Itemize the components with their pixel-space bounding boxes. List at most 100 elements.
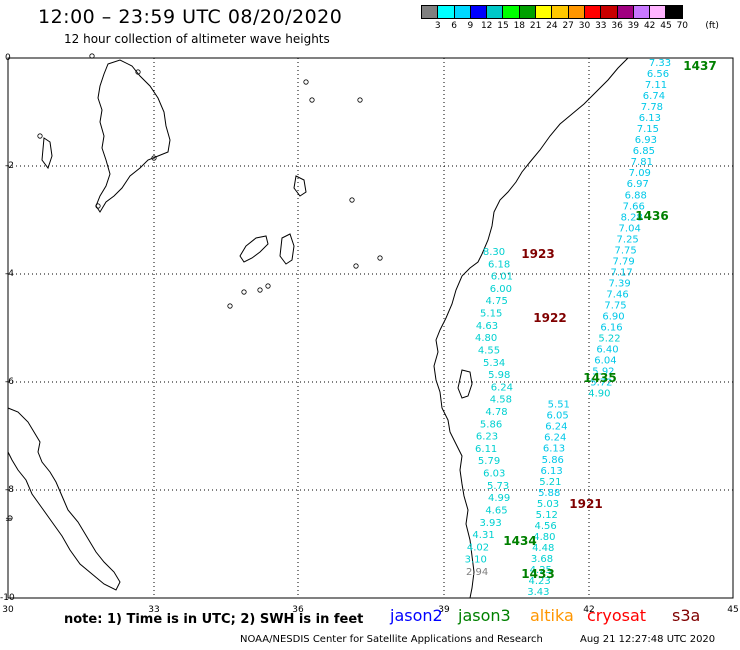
island [303, 79, 309, 85]
island [357, 97, 363, 103]
wave-height-value: 6.04 [594, 356, 616, 367]
map-frame [7, 57, 734, 599]
wave-height-value: 4.75 [486, 296, 508, 307]
wave-height-value: 3.10 [465, 555, 487, 566]
wave-height-value: 6.40 [596, 345, 618, 356]
island [241, 289, 247, 295]
wave-height-value: 3.93 [479, 518, 501, 529]
map-title: 12:00 – 23:59 UTC 08/20/2020 [38, 6, 343, 28]
wave-height-value: 7.15 [637, 124, 659, 135]
x-tick-label: 42 [583, 605, 594, 615]
wave-height-value: 5.98 [488, 370, 510, 381]
legend-label: 30 [578, 21, 591, 31]
wave-height-value: 7.25 [617, 234, 639, 245]
legend-label: 45 [660, 21, 672, 31]
wave-height-value: 5.03 [537, 499, 559, 510]
island [89, 53, 95, 59]
wave-height-value: 7.17 [610, 267, 632, 278]
wave-height-value: 6.05 [546, 411, 568, 422]
legend-label: 12 [480, 21, 493, 31]
legend-unit: (ft) [705, 21, 719, 31]
legend-label: 6 [451, 21, 457, 31]
island [37, 133, 43, 139]
y-tick-label: -8 [5, 485, 14, 495]
y-tick-label: -10 [0, 593, 15, 603]
legend-swatch [665, 5, 683, 19]
x-tick-label: 39 [438, 605, 450, 615]
wave-height-value: 7.04 [619, 223, 641, 234]
track-pass-label: 1436 [635, 209, 668, 223]
wave-height-value: 6.24 [491, 382, 513, 393]
wave-height-value: 5.12 [536, 510, 558, 521]
x-tick-label: 30 [2, 605, 14, 615]
wave-height-value: 6.24 [545, 422, 567, 433]
wave-height-value: 7.39 [608, 278, 630, 289]
legend-label: 27 [562, 21, 574, 31]
wave-height-value: 6.56 [647, 69, 669, 80]
wave-height-value: 6.93 [635, 135, 657, 146]
wave-height-value: 6.13 [639, 113, 661, 124]
coastline [7, 407, 121, 591]
track-pass-label: 1921 [569, 497, 602, 511]
footer-note: note: 1) Time is in UTC; 2) SWH is in fe… [64, 612, 364, 627]
wave-height-value: 6.03 [483, 469, 505, 480]
island [309, 97, 315, 103]
satellite-name-cryosat: cryosat [587, 606, 647, 625]
track-pass-label: 1923 [521, 247, 554, 261]
track-pass-label: 1922 [533, 311, 566, 325]
satellite-name-altika: altika [530, 606, 574, 625]
wave-height-value: 4.80 [475, 333, 497, 344]
track-pass-label: 1434 [503, 534, 536, 548]
x-tick-label: 33 [148, 605, 159, 615]
coastline [95, 59, 171, 213]
wave-height-value: 2.94 [466, 567, 488, 578]
track-pass-label: 1437 [683, 59, 716, 73]
wave-height-value: 6.85 [633, 146, 655, 157]
legend-label: 9 [467, 21, 474, 31]
coastline [293, 175, 307, 197]
satellite-name-s3a: s3a [672, 606, 701, 625]
wave-height-value: 7.78 [641, 102, 663, 113]
wave-height-value: 8.30 [483, 247, 505, 258]
island [257, 287, 263, 293]
wave-height-value: 6.01 [491, 272, 513, 283]
wave-height-value: 4.23 [528, 576, 550, 587]
wave-height-value: 7.75 [604, 300, 626, 311]
satellite-name-jason3: jason3 [458, 606, 511, 625]
wave-height-value: 7.09 [629, 168, 651, 179]
legend-label: 3 [434, 21, 441, 31]
credit-text: NOAA/NESDIS Center for Satellite Applica… [240, 634, 543, 645]
coastline [239, 235, 269, 263]
wave-height-value: 6.97 [627, 179, 649, 190]
wave-height-value: 4.65 [485, 505, 507, 516]
wave-height-value: 7.79 [612, 256, 634, 267]
wave-height-value: 5.15 [480, 309, 502, 320]
island [7, 515, 13, 521]
wave-height-value: 5.21 [539, 477, 561, 488]
wave-height-value: 5.73 [487, 481, 509, 492]
wave-height-value: 6.13 [543, 444, 565, 455]
wave-height-value: 7.33 [649, 58, 671, 69]
wave-height-value: 4.31 [472, 530, 494, 541]
track-pass-label: 1435 [583, 371, 616, 385]
wave-height-value: 5.34 [483, 358, 505, 369]
wave-height-value: 4.78 [485, 407, 507, 418]
wave-height-value: 6.90 [602, 311, 624, 322]
x-tick-label: 36 [292, 605, 304, 615]
wave-height-value: 6.00 [490, 284, 512, 295]
legend-label: 70 [676, 21, 689, 31]
wave-height-value: 4.80 [533, 532, 555, 543]
y-tick-label: -6 [5, 377, 14, 387]
legend-label: 33 [595, 21, 607, 31]
wave-height-value: 7.11 [645, 80, 667, 91]
wave-height-value: 4.25 [530, 565, 552, 576]
wave-height-value: 6.23 [476, 432, 498, 443]
wave-height-value: 6.11 [475, 444, 497, 455]
island [349, 197, 355, 203]
wave-height-value: 7.66 [623, 201, 645, 212]
legend-label: 24 [546, 21, 558, 31]
coastline [433, 57, 629, 599]
wave-height-value: 5.22 [598, 334, 620, 345]
coastline [41, 137, 53, 170]
satellite-name-jason2: jason2 [390, 606, 443, 625]
